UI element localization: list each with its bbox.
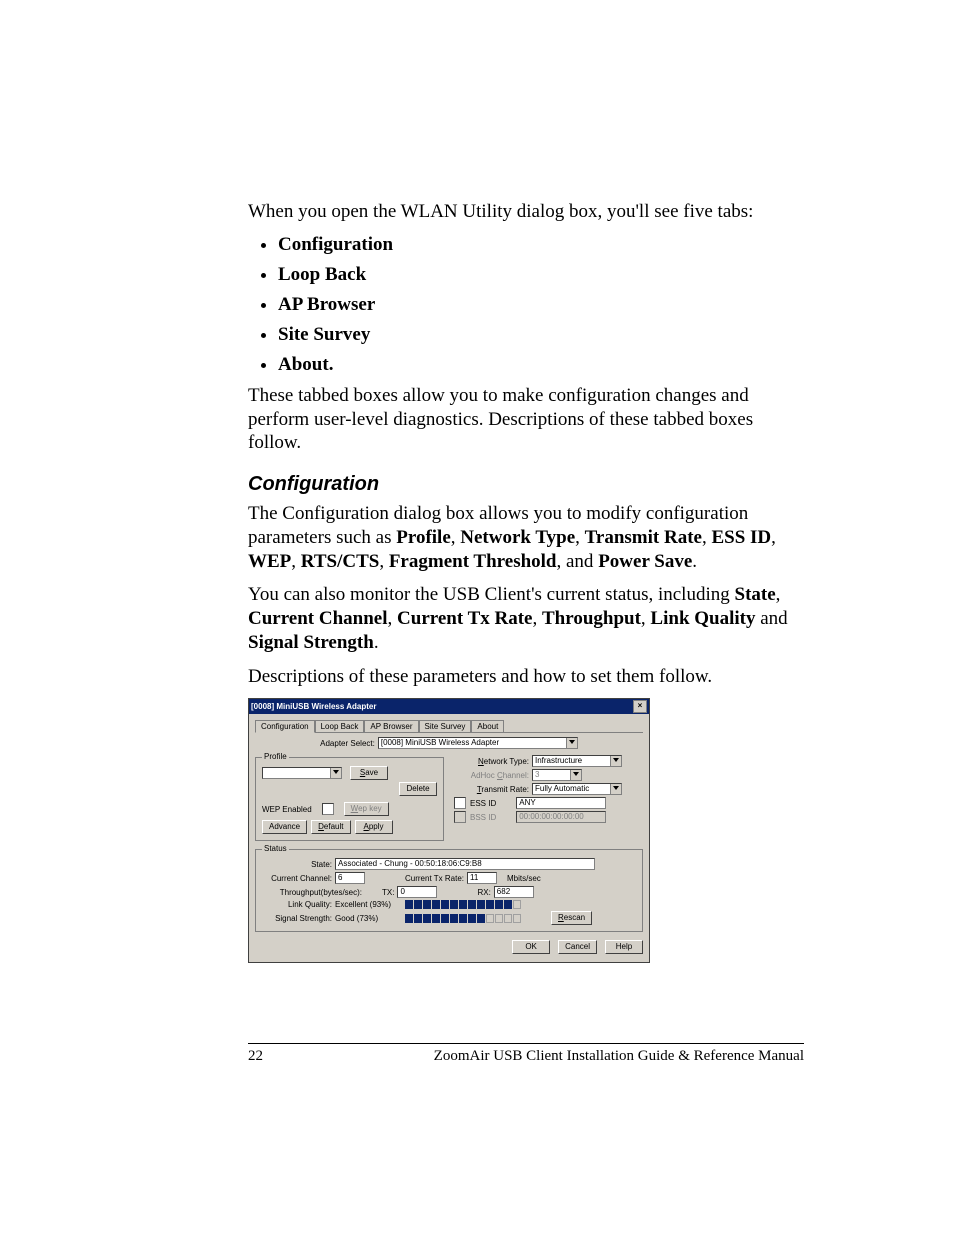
tab-about[interactable]: About — [471, 720, 504, 732]
list-item: AP Browser — [278, 294, 804, 316]
cancel-button[interactable]: Cancel — [558, 940, 597, 954]
rx-value: 682 — [494, 886, 534, 898]
tab-sitesurvey[interactable]: Site Survey — [419, 720, 472, 732]
current-channel-label: Current Channel: — [262, 874, 332, 883]
rx-label: RX: — [477, 888, 490, 897]
help-button[interactable]: Help — [605, 940, 643, 954]
delete-button[interactable]: Delete — [399, 782, 437, 796]
throughput-label: Throughput(bytes/sec): — [262, 888, 362, 897]
config-para-1: The Configuration dialog box allows you … — [248, 502, 804, 573]
list-item: Loop Back — [278, 264, 804, 286]
bssid-checkbox[interactable] — [454, 811, 466, 823]
adhoc-channel-label: AdHoc Channel: — [454, 771, 529, 780]
adapter-select[interactable]: [0008] MiniUSB Wireless Adapter — [378, 737, 578, 749]
config-para-2: You can also monitor the USB Client's cu… — [248, 583, 804, 654]
current-txrate-value: 11 — [467, 872, 497, 884]
status-group: Status State: Associated - Chung - 00:50… — [255, 849, 643, 932]
link-quality-value: Excellent (93%) — [335, 900, 405, 909]
advance-button[interactable]: Advance — [262, 820, 307, 834]
adhoc-channel-select: 3 — [532, 769, 582, 781]
transmit-rate-label: Transmit Rate: — [454, 785, 529, 794]
page-number: 22 — [248, 1048, 263, 1065]
adapter-label: Adapter Select: — [320, 739, 375, 748]
rescan-button[interactable]: Rescan — [551, 911, 592, 925]
page-footer: 22 ZoomAir USB Client Installation Guide… — [248, 1043, 804, 1065]
network-type-label: Network Type: — [454, 757, 529, 766]
bssid-label: BSS ID — [470, 813, 496, 822]
current-channel-value: 6 — [335, 872, 365, 884]
after-list-paragraph: These tabbed boxes allow you to make con… — [248, 384, 804, 455]
footer-title: ZoomAir USB Client Installation Guide & … — [434, 1048, 804, 1065]
tab-loopback[interactable]: Loop Back — [315, 720, 365, 732]
link-quality-label: Link Quality: — [262, 900, 332, 909]
state-value: Associated - Chung - 00:50:18:06:C9:B8 — [335, 858, 595, 870]
dialog-title: [0008] MiniUSB Wireless Adapter — [251, 702, 376, 711]
list-item: Site Survey — [278, 324, 804, 346]
intro-paragraph: When you open the WLAN Utility dialog bo… — [248, 200, 804, 224]
status-legend: Status — [262, 844, 289, 853]
config-para-3: Descriptions of these parameters and how… — [248, 665, 804, 689]
section-heading: Configuration — [248, 473, 804, 496]
signal-strength-label: Signal Strength: — [262, 914, 332, 923]
tx-value: 0 — [397, 886, 437, 898]
profile-group: Profile Save Delete — [255, 757, 444, 841]
save-button[interactable]: Save — [350, 766, 388, 780]
current-txrate-label: Current Tx Rate: — [405, 874, 464, 883]
ok-button[interactable]: OK — [512, 940, 550, 954]
network-type-select[interactable]: Infrastructure — [532, 755, 622, 767]
tabs-bullet-list: Configuration Loop Back AP Browser Site … — [278, 234, 804, 376]
wlan-utility-dialog: [0008] MiniUSB Wireless Adapter × Config… — [248, 698, 650, 963]
tab-apbrowser[interactable]: AP Browser — [364, 720, 418, 732]
list-item: Configuration — [278, 234, 804, 256]
tab-strip: Configuration Loop Back AP Browser Site … — [255, 720, 643, 733]
signal-strength-value: Good (73%) — [335, 914, 405, 923]
essid-label: ESS ID — [470, 799, 496, 808]
wepkey-button: Wep key — [344, 802, 389, 816]
state-label: State: — [262, 860, 332, 869]
default-button[interactable]: Default — [311, 820, 350, 834]
signal-strength-bar — [405, 914, 521, 923]
apply-button[interactable]: Apply — [355, 820, 393, 834]
essid-input[interactable]: ANY — [516, 797, 606, 809]
essid-checkbox[interactable] — [454, 797, 466, 809]
tx-label: TX: — [382, 888, 394, 897]
list-item: About. — [278, 354, 804, 376]
wep-enabled-label: WEP Enabled — [262, 805, 312, 814]
profile-legend: Profile — [262, 752, 289, 761]
profile-select[interactable] — [262, 767, 342, 779]
dialog-titlebar: [0008] MiniUSB Wireless Adapter × — [249, 699, 649, 714]
tab-configuration[interactable]: Configuration — [255, 720, 315, 733]
close-icon[interactable]: × — [633, 700, 647, 713]
link-quality-bar — [405, 900, 521, 909]
mbits-label: Mbits/sec — [507, 874, 541, 883]
transmit-rate-select[interactable]: Fully Automatic — [532, 783, 622, 795]
wep-enabled-checkbox[interactable] — [322, 803, 334, 815]
bssid-input: 00:00:00:00:00:00 — [516, 811, 606, 823]
